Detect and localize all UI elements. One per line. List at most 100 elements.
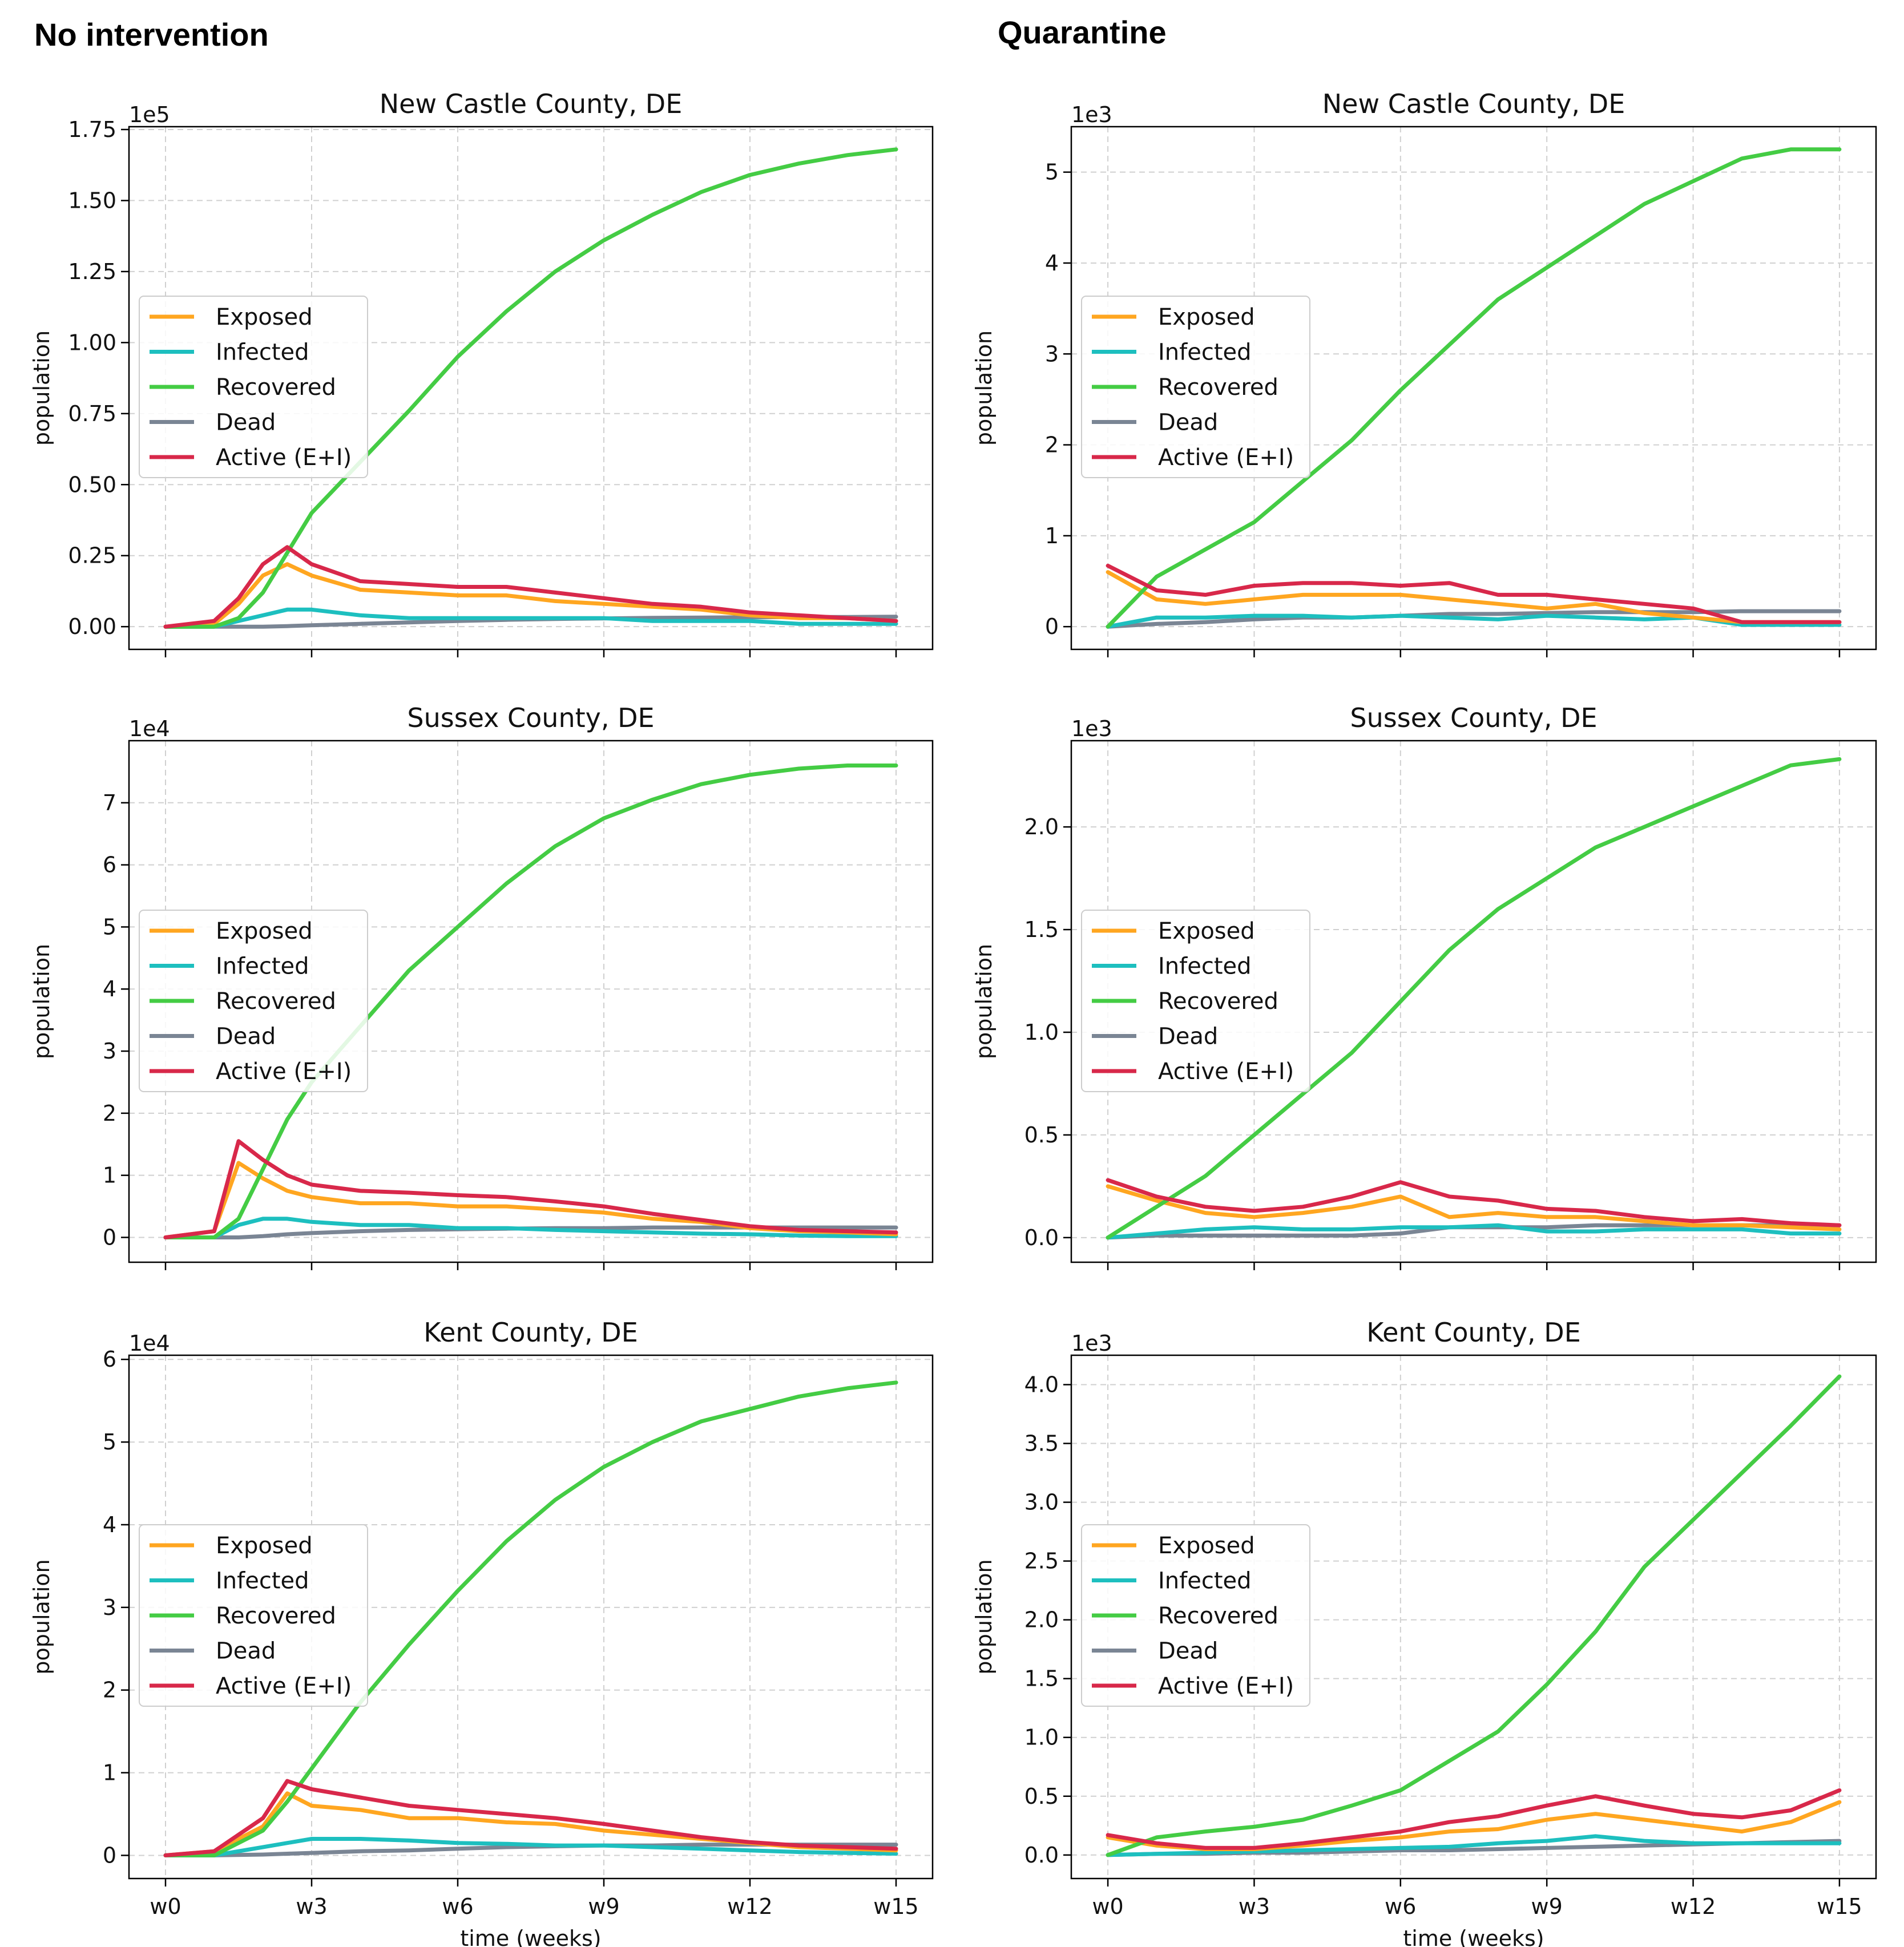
legend-label: Recovered [1158, 988, 1278, 1015]
y-tick-label: 1.25 [68, 259, 116, 284]
y-tick-label: 4 [103, 1512, 116, 1537]
series-line-active-e-i [1106, 1788, 1842, 1850]
y-tick-label: 0.5 [1024, 1784, 1059, 1809]
y-tick-label: 0 [1045, 614, 1059, 639]
y-tick-label: 0.0 [1024, 1225, 1059, 1250]
x-tick-label: w9 [588, 1894, 619, 1919]
series-line-active-e-i [1106, 563, 1842, 624]
column-title-no-intervention: No intervention [34, 17, 269, 52]
chart-title: New Castle County, DE [380, 88, 683, 119]
plot-frame [1070, 1354, 1877, 1880]
legend-box [1081, 1524, 1310, 1707]
series-line-active-e-i [1106, 1178, 1842, 1227]
y-tick-label: 0.0 [1024, 1843, 1059, 1868]
x-tick-label: w9 [1531, 1894, 1563, 1919]
series-line-recovered [1106, 147, 1842, 629]
legend-label: Recovered [216, 374, 336, 401]
y-tick-label: 1.50 [68, 188, 116, 213]
y-axis-label: population [29, 330, 54, 446]
x-tick-label: w6 [1385, 1894, 1416, 1919]
y-axis-multiplier: 1e3 [1071, 1331, 1112, 1356]
legend-label: Active (E+I) [1158, 1673, 1294, 1699]
legend-label: Infected [216, 340, 309, 366]
y-axis-multiplier: 1e3 [1071, 102, 1112, 127]
legend-label: Dead [216, 410, 276, 436]
x-tick-label: w0 [150, 1894, 181, 1919]
legend-label: Exposed [1158, 918, 1255, 944]
column-title-quarantine: Quarantine [998, 14, 1167, 50]
legend-box [1081, 296, 1310, 478]
y-tick-label: 3 [103, 1595, 116, 1620]
legend-label: Infected [216, 1568, 309, 1594]
y-axis-multiplier: 1e3 [1071, 716, 1112, 741]
y-tick-label: 0.25 [68, 543, 116, 568]
series-line-recovered [163, 764, 898, 1239]
chart-panel-4: 0 1 2 3 4 5 6 w0 w3 w6 w9 w12 w15 Kent County, DE 1e4 p… [29, 1317, 934, 1947]
y-tick-label: 7 [103, 790, 116, 815]
y-tick-label: 0.00 [68, 614, 116, 639]
legend-label: Infected [1158, 340, 1252, 366]
legend-label: Active (E+I) [216, 1059, 352, 1085]
y-tick-label: 4 [1045, 251, 1059, 276]
chart-panel-3: 0.0 0.5 1.0 1.5 2.0 Sussex County, DE 1e3 popul… [971, 702, 1877, 1270]
legend: Exposed Infected Recovered Dead Active (E+I) [139, 1524, 368, 1707]
series-line-infected [1106, 1834, 1842, 1857]
y-tick-label: 4.0 [1024, 1372, 1059, 1397]
chart-title: Kent County, DE [1366, 1317, 1581, 1348]
legend-label: Exposed [216, 918, 313, 944]
legend: Exposed Infected Recovered Dead Active (E+I) [139, 296, 368, 478]
legend-label: Exposed [1158, 1533, 1255, 1559]
y-tick-label: 1.5 [1024, 1666, 1059, 1691]
x-tick-label: w15 [1817, 1894, 1862, 1919]
legend: Exposed Infected Recovered Dead Active (E+I) [1081, 910, 1310, 1092]
y-axis-multiplier: 1e5 [129, 102, 170, 127]
y-tick-label: 1.5 [1024, 917, 1059, 942]
y-axis-label: population [971, 1559, 997, 1674]
x-tick-label: w6 [442, 1894, 473, 1919]
y-tick-label: 0 [103, 1843, 116, 1868]
y-tick-label: 5 [103, 914, 116, 939]
x-axis-label: time (weeks) [460, 1926, 601, 1947]
y-axis-label: population [29, 1559, 54, 1674]
y-tick-label: 1 [103, 1163, 116, 1188]
y-tick-label: 2.0 [1024, 814, 1059, 839]
legend: Exposed Infected Recovered Dead Active (E+I) [1081, 1524, 1310, 1707]
legend-label: Dead [216, 1024, 276, 1050]
y-axis-multiplier: 1e4 [129, 1331, 170, 1356]
plot-frame [128, 740, 934, 1263]
legend-label: Active (E+I) [216, 445, 352, 471]
y-tick-label: 6 [103, 853, 116, 878]
y-axis-label: population [29, 944, 54, 1059]
legend-label: Recovered [216, 1603, 336, 1629]
legend-box [1081, 910, 1310, 1092]
plot-frame [128, 1354, 934, 1880]
series-line-active-e-i [163, 1779, 898, 1857]
chart-title: Sussex County, DE [407, 702, 654, 733]
y-axis-multiplier: 1e4 [129, 716, 170, 741]
y-tick-label: 0.50 [68, 472, 116, 497]
legend-label: Active (E+I) [216, 1673, 352, 1699]
series-line-recovered [163, 1380, 898, 1857]
legend-label: Dead [216, 1638, 276, 1665]
x-tick-label: w12 [1671, 1894, 1716, 1919]
y-tick-label: 2 [103, 1678, 116, 1703]
y-tick-label: 2 [1045, 433, 1059, 458]
series-line-active-e-i [163, 1139, 898, 1239]
legend-label: Recovered [216, 988, 336, 1015]
chart-panel-1: 0 1 2 3 4 5 New Castle County, DE 1e3 population… [971, 88, 1877, 657]
x-tick-label: w3 [296, 1894, 327, 1919]
x-tick-label: w3 [1239, 1894, 1270, 1919]
series-line-infected [163, 1837, 898, 1857]
y-tick-label: 3.5 [1024, 1431, 1059, 1456]
legend-label: Exposed [1158, 304, 1255, 330]
series-line-exposed [163, 562, 898, 629]
plot-frame [128, 126, 934, 651]
x-tick-label: w0 [1092, 1894, 1123, 1919]
legend-label: Infected [1158, 954, 1252, 980]
x-tick-label: w15 [873, 1894, 918, 1919]
legend-label: Dead [1158, 1024, 1218, 1050]
y-tick-label: 3 [1045, 341, 1059, 366]
series-line-exposed [1106, 570, 1842, 624]
